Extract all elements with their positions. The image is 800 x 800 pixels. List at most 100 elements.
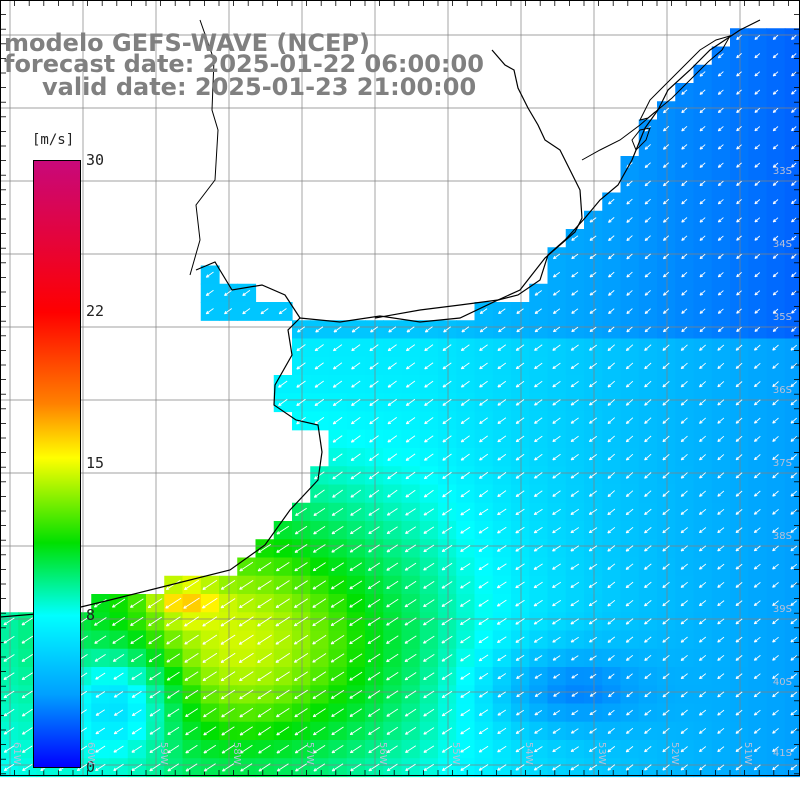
wind-arrow [772, 344, 779, 351]
wind-arrow [131, 745, 143, 753]
wind-arrow [94, 654, 106, 662]
wind-cell [748, 575, 768, 595]
wind-arrow [369, 471, 380, 480]
wind-arrow [405, 763, 416, 772]
lagoa-mirim [631, 127, 651, 151]
wind-arrow [442, 435, 452, 443]
wind-arrow [699, 125, 706, 132]
wind-arrow [589, 490, 598, 497]
wind-arrow [717, 235, 724, 241]
wind-cell [675, 375, 695, 394]
wind-cell [474, 466, 494, 486]
wind-arrow [167, 763, 180, 772]
wind-cell [310, 320, 330, 340]
wind-arrow [644, 709, 652, 716]
wind-arrow [498, 326, 506, 333]
wind-arrow [442, 508, 453, 516]
wind-arrow [607, 709, 615, 716]
wind-arrow [588, 618, 598, 625]
wind-arrow [681, 144, 688, 150]
wind-arrow [405, 471, 416, 480]
wind-arrow [332, 398, 343, 407]
wind-cell [657, 466, 676, 486]
wind-cell [748, 375, 768, 394]
wind-cell [638, 740, 658, 759]
wind-cell [492, 375, 512, 394]
wind-arrow [294, 525, 308, 535]
wind-arrow [772, 290, 779, 296]
wind-arrow [294, 598, 309, 608]
wind-arrow [607, 563, 616, 570]
wind-arrow [423, 562, 435, 571]
wind-arrow [570, 618, 580, 625]
wind-arrow [534, 490, 543, 497]
wind-arrow [772, 162, 779, 168]
wind-arrow [570, 636, 579, 643]
wind-arrow [314, 471, 325, 480]
wind-arrow [3, 672, 15, 680]
wind-arrow [130, 616, 144, 626]
wind-arrow [644, 691, 652, 698]
wind-arrow [772, 582, 779, 588]
wind-arrow [625, 417, 634, 425]
wind-arrow [607, 472, 616, 479]
wind-arrow [680, 709, 688, 716]
wind-arrow [772, 472, 779, 479]
wind-arrow [570, 746, 579, 753]
wind-arrow [754, 180, 761, 186]
wind-arrow [608, 308, 615, 315]
wind-arrow [331, 726, 344, 736]
wind-arrow [772, 600, 779, 607]
wind-arrow [294, 544, 308, 553]
wind-arrow [220, 671, 236, 682]
wind-arrow [644, 435, 652, 443]
wind-cell [401, 484, 421, 504]
wind-arrow [221, 726, 235, 736]
wind-arrow [202, 634, 218, 645]
wind-arrow [754, 107, 761, 113]
wind-arrow [460, 544, 471, 552]
lon-label-52w: 52W [669, 742, 680, 765]
wind-arrow [275, 689, 290, 700]
colorbar-tick-8: 8 [86, 606, 96, 624]
wind-cell [730, 156, 749, 175]
wind-arrow [333, 362, 343, 370]
wind-arrow [165, 597, 182, 609]
wind-arrow [662, 563, 670, 570]
wind-cell [620, 393, 640, 413]
wind-arrow [222, 763, 235, 772]
wind-arrow [772, 180, 779, 186]
wind-arrow [753, 472, 761, 479]
wind-arrow [368, 544, 380, 553]
wind-arrow [95, 763, 106, 772]
wind-arrow [772, 563, 779, 570]
wind-cell [547, 393, 567, 413]
wind-arrow [367, 598, 381, 608]
wind-arrow [387, 398, 397, 406]
wind-arrow [534, 380, 543, 388]
wind-arrow [479, 344, 488, 351]
wind-arrow [625, 508, 634, 516]
wind-arrow [515, 636, 525, 643]
wind-arrow [753, 709, 761, 716]
wind-cell [638, 174, 658, 194]
wind-cell [693, 429, 713, 449]
wind-arrow [772, 199, 779, 205]
wind-cell [237, 557, 257, 577]
wind-arrow [626, 180, 633, 187]
wind-arrow [772, 527, 779, 534]
wind-cell [438, 575, 457, 595]
wind-arrow [386, 598, 399, 608]
wind-cell [748, 539, 768, 559]
wind-cell [584, 393, 603, 413]
wind-arrow [662, 508, 670, 516]
wind-arrow [257, 671, 272, 682]
wind-arrow [772, 655, 779, 661]
wind-arrow [662, 162, 670, 168]
wind-arrow [275, 580, 290, 590]
wind-arrow [387, 362, 397, 370]
wind-arrow [699, 417, 706, 424]
wind-arrow [349, 653, 363, 663]
wind-arrow [791, 308, 797, 314]
wind-arrow [185, 763, 198, 772]
